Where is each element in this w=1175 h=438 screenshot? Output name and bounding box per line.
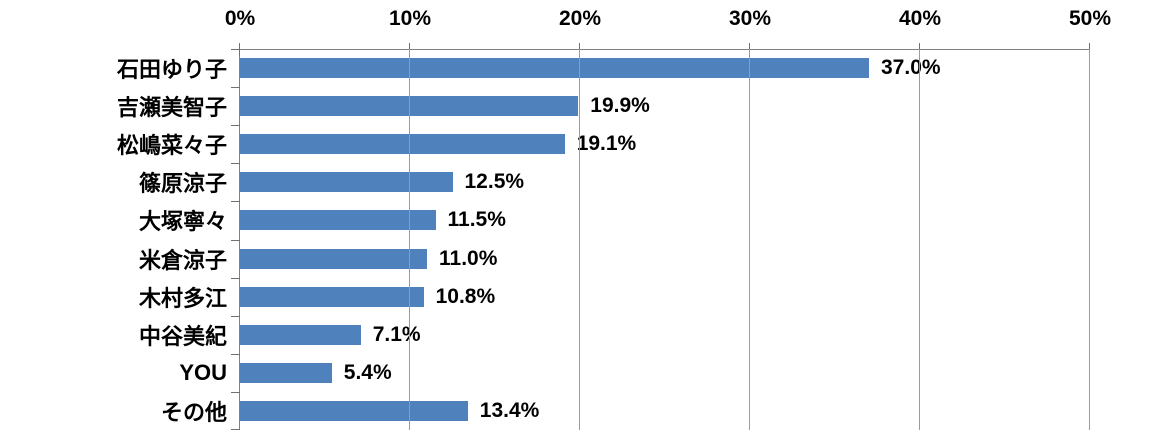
category-label: 石田ゆり子 xyxy=(116,57,227,83)
y-tick-mark xyxy=(231,429,240,430)
value-label: 10.8% xyxy=(435,284,496,308)
x-tick-label: 0% xyxy=(224,7,256,30)
bar-row: 12.5% xyxy=(240,163,1090,201)
x-tick-label: 10% xyxy=(388,7,432,30)
value-label: 7.1% xyxy=(372,322,421,346)
x-axis-labels: 0% 10% 20% 30% 40% 50% xyxy=(225,0,1111,49)
category-label: 中谷美紀 xyxy=(138,323,227,349)
value-label: 19.1% xyxy=(576,132,637,156)
bar xyxy=(240,286,424,307)
y-tick-mark xyxy=(231,163,240,164)
category-label: 米倉涼子 xyxy=(138,247,227,273)
x-tick-label: 40% xyxy=(898,7,942,30)
bar xyxy=(240,324,361,345)
y-tick-mark xyxy=(231,240,240,241)
gridline xyxy=(1089,49,1090,430)
bar xyxy=(240,134,565,155)
value-label: 12.5% xyxy=(464,170,525,194)
value-label: 19.9% xyxy=(590,94,650,118)
category-label: 大塚寧々 xyxy=(138,209,227,235)
bar-row: 10.8% xyxy=(240,278,1090,316)
bar xyxy=(240,400,468,421)
bar-row: 7.1% xyxy=(240,316,1090,354)
category-labels: 石田ゆり子吉瀬美智子松嶋菜々子篠原涼子大塚寧々米倉涼子木村多江中谷美紀 YOU その… xyxy=(0,49,227,430)
x-tick-label: 20% xyxy=(558,7,602,30)
bar xyxy=(240,58,869,79)
bar xyxy=(240,172,453,193)
y-tick-mark xyxy=(231,354,240,355)
gridline xyxy=(919,49,920,430)
bar xyxy=(240,362,332,383)
x-tick-label: 30% xyxy=(728,7,772,30)
bar xyxy=(240,210,436,231)
category-label: 松嶋菜々子 xyxy=(116,133,227,159)
bars-container: 37.0% 19.9% 19.1% 12.5% 11.5% 11.0% 10.8% 7.1% 5… xyxy=(240,49,1090,430)
value-label: 11.0% xyxy=(439,246,498,270)
gridline xyxy=(579,49,580,430)
category-label: 木村多江 xyxy=(138,285,227,311)
y-axis-line xyxy=(239,49,240,430)
bar xyxy=(240,248,427,269)
y-tick-mark xyxy=(231,316,240,317)
bar-row: 19.9% xyxy=(240,87,1090,125)
category-label: YOU xyxy=(179,359,227,385)
bar-row: 37.0% xyxy=(240,49,1090,87)
bar-row: 11.5% xyxy=(240,201,1090,239)
bar-row: 13.4% xyxy=(240,392,1090,430)
gridline xyxy=(409,49,410,430)
value-label: 37.0% xyxy=(881,56,941,80)
y-tick-mark xyxy=(231,87,240,88)
gridline xyxy=(749,49,750,430)
value-label: 13.4% xyxy=(479,398,540,422)
y-tick-mark xyxy=(231,201,240,202)
category-label: その他 xyxy=(160,399,227,425)
y-tick-mark xyxy=(231,278,240,279)
value-label: 5.4% xyxy=(343,360,392,384)
category-label: 篠原涼子 xyxy=(138,171,227,197)
bar-row: 19.1% xyxy=(240,125,1090,163)
x-axis-line xyxy=(239,49,1090,50)
category-label: 吉瀬美智子 xyxy=(116,95,227,121)
bar-row: 11.0% xyxy=(240,240,1090,278)
bar-row: 5.4% xyxy=(240,354,1090,392)
y-tick-mark xyxy=(231,49,240,50)
y-tick-mark xyxy=(231,392,240,393)
value-label: 11.5% xyxy=(447,208,506,232)
plot-area: 37.0% 19.9% 19.1% 12.5% 11.5% 11.0% 10.8% 7.1% 5… xyxy=(231,43,1090,430)
y-tick-mark xyxy=(231,125,240,126)
x-tick-label: 50% xyxy=(1068,7,1112,30)
